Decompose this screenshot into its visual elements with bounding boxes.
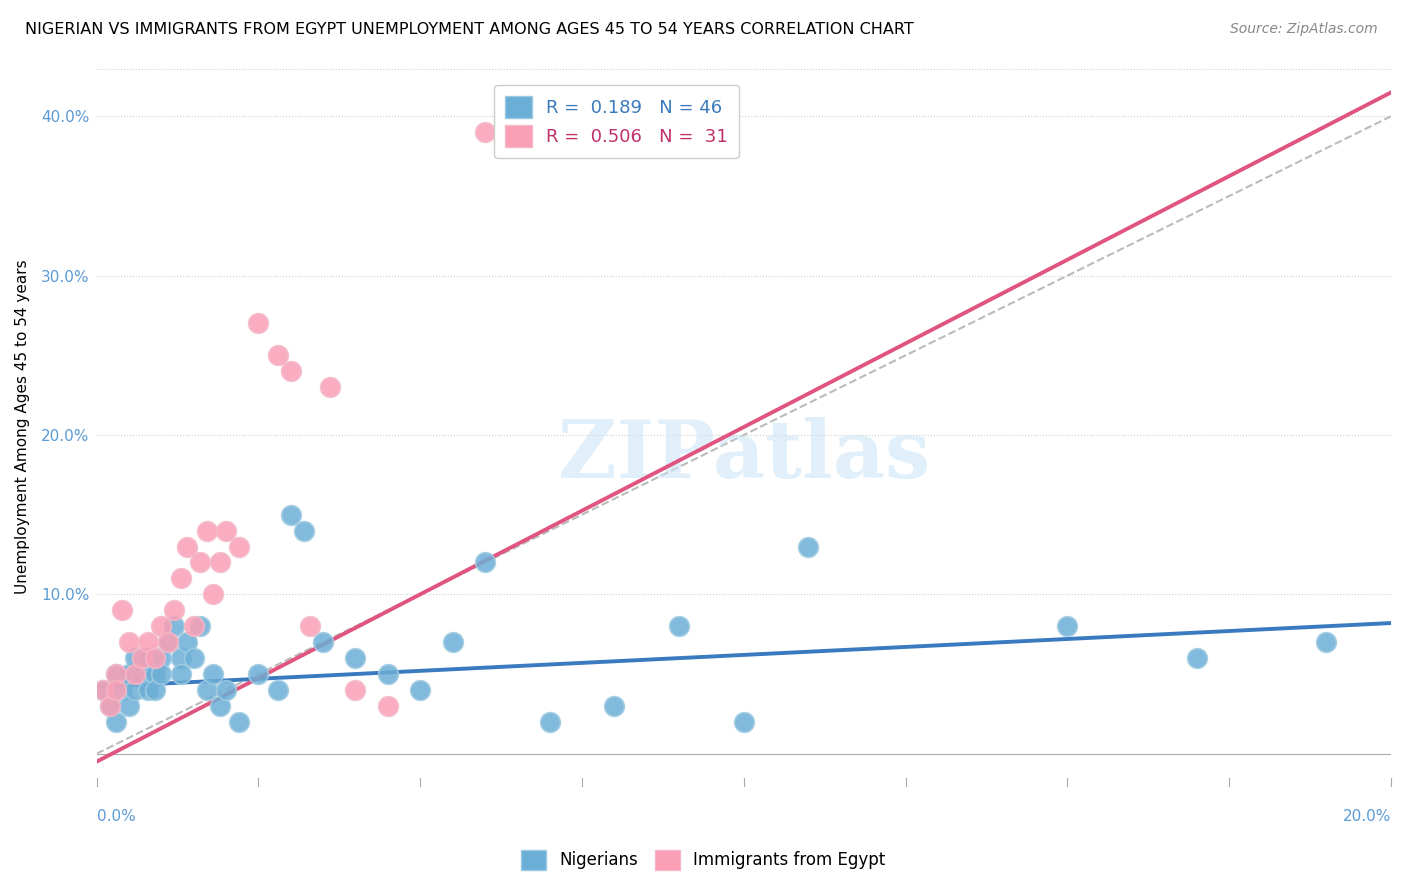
- Point: [183, 651, 205, 665]
- Point: [267, 348, 290, 362]
- Text: NIGERIAN VS IMMIGRANTS FROM EGYPT UNEMPLOYMENT AMONG AGES 45 TO 54 YEARS CORRELA: NIGERIAN VS IMMIGRANTS FROM EGYPT UNEMPL…: [25, 22, 914, 37]
- Point: [156, 635, 179, 649]
- Point: [247, 317, 270, 331]
- Point: [797, 540, 820, 554]
- Point: [195, 683, 218, 698]
- Point: [183, 619, 205, 633]
- Legend: Nigerians, Immigrants from Egypt: Nigerians, Immigrants from Egypt: [515, 843, 891, 877]
- Point: [228, 540, 250, 554]
- Point: [441, 635, 464, 649]
- Point: [208, 698, 231, 713]
- Point: [474, 556, 496, 570]
- Point: [668, 619, 690, 633]
- Point: [202, 587, 225, 601]
- Point: [228, 714, 250, 729]
- Text: Source: ZipAtlas.com: Source: ZipAtlas.com: [1230, 22, 1378, 37]
- Point: [1185, 651, 1208, 665]
- Point: [176, 635, 198, 649]
- Point: [104, 667, 127, 681]
- Point: [506, 125, 529, 139]
- Point: [170, 571, 193, 585]
- Point: [188, 619, 211, 633]
- Legend: R =  0.189   N = 46, R =  0.506   N =  31: R = 0.189 N = 46, R = 0.506 N = 31: [494, 85, 740, 158]
- Y-axis label: Unemployment Among Ages 45 to 54 years: Unemployment Among Ages 45 to 54 years: [15, 260, 30, 594]
- Point: [603, 698, 626, 713]
- Point: [118, 667, 141, 681]
- Point: [124, 683, 146, 698]
- Point: [118, 635, 141, 649]
- Point: [247, 667, 270, 681]
- Point: [267, 683, 290, 698]
- Point: [150, 619, 173, 633]
- Point: [124, 667, 146, 681]
- Point: [1315, 635, 1337, 649]
- Point: [299, 619, 322, 633]
- Point: [111, 603, 134, 617]
- Point: [344, 651, 367, 665]
- Text: ZIPatlas: ZIPatlas: [558, 417, 929, 495]
- Point: [1056, 619, 1078, 633]
- Point: [538, 714, 561, 729]
- Point: [215, 683, 238, 698]
- Point: [215, 524, 238, 538]
- Point: [143, 651, 166, 665]
- Point: [202, 667, 225, 681]
- Point: [131, 651, 153, 665]
- Text: 0.0%: 0.0%: [97, 809, 135, 824]
- Point: [98, 698, 121, 713]
- Point: [733, 714, 755, 729]
- Point: [176, 540, 198, 554]
- Point: [344, 683, 367, 698]
- Point: [150, 651, 173, 665]
- Point: [377, 667, 399, 681]
- Point: [104, 714, 127, 729]
- Point: [111, 683, 134, 698]
- Point: [188, 556, 211, 570]
- Point: [138, 651, 160, 665]
- Point: [138, 683, 160, 698]
- Point: [104, 683, 127, 698]
- Point: [138, 635, 160, 649]
- Point: [318, 380, 340, 394]
- Point: [91, 683, 114, 698]
- Point: [143, 683, 166, 698]
- Point: [208, 556, 231, 570]
- Point: [163, 603, 186, 617]
- Point: [104, 667, 127, 681]
- Point: [124, 651, 146, 665]
- Point: [409, 683, 432, 698]
- Point: [163, 619, 186, 633]
- Point: [474, 125, 496, 139]
- Point: [150, 667, 173, 681]
- Point: [156, 635, 179, 649]
- Point: [131, 667, 153, 681]
- Point: [280, 364, 302, 378]
- Text: 20.0%: 20.0%: [1343, 809, 1391, 824]
- Point: [143, 667, 166, 681]
- Point: [118, 698, 141, 713]
- Point: [377, 698, 399, 713]
- Point: [170, 651, 193, 665]
- Point: [195, 524, 218, 538]
- Point: [280, 508, 302, 522]
- Point: [312, 635, 335, 649]
- Point: [98, 698, 121, 713]
- Point: [292, 524, 315, 538]
- Point: [170, 667, 193, 681]
- Point: [91, 683, 114, 698]
